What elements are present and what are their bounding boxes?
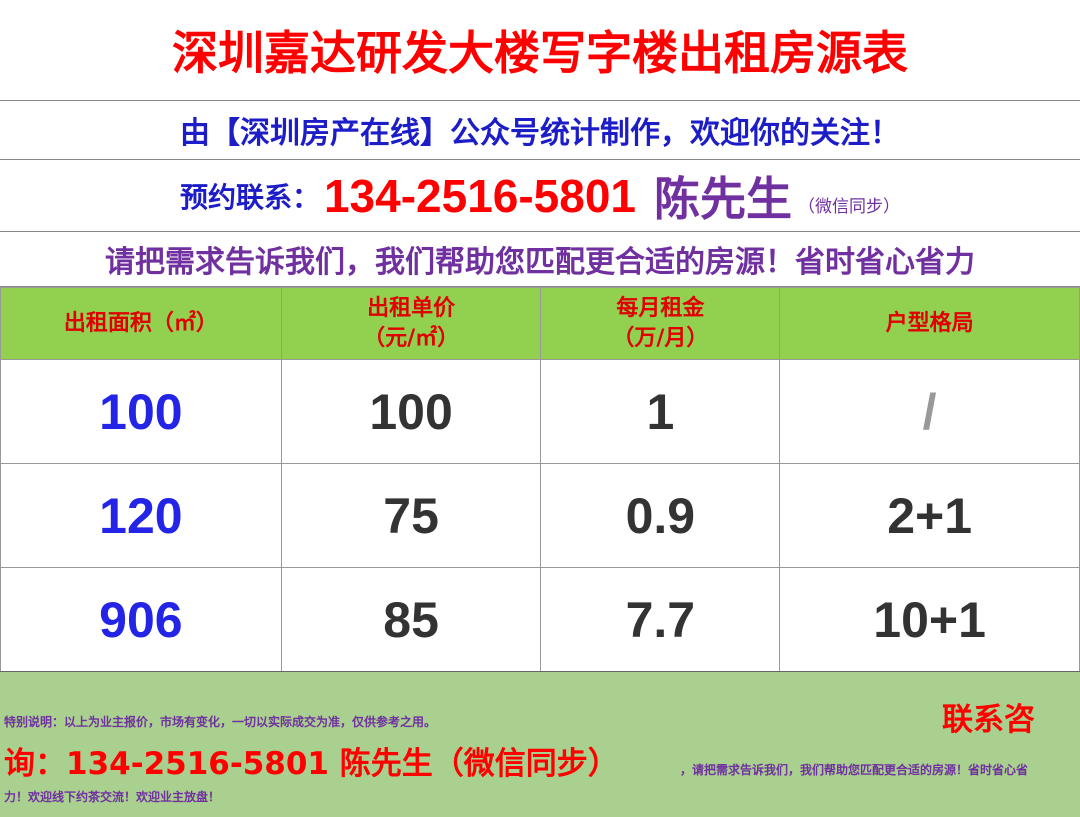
footer-note: 特别说明：以上为业主报价，市场有变化，一切以实际成交为准，仅供参考之用。 xyxy=(4,715,437,729)
table-cell: 100 xyxy=(280,359,542,464)
subtitle: 由【深圳房产在线】公众号统计制作，欢迎你的关注！ xyxy=(0,101,1080,160)
table-cell: 120 xyxy=(0,463,282,568)
column-header: 户型格局 xyxy=(779,287,1080,360)
listing-table: 出租面积（㎡） 出租单价 （元/㎡） 每月租金 （万/月） 户型格局 100 100 1/12… xyxy=(0,287,1080,672)
column-header-text: 出租单价 xyxy=(367,295,456,321)
footer-contact-label: 联系咨 xyxy=(942,702,1035,738)
contact-label: 预约联系： xyxy=(179,180,320,214)
column-header-text: 每月租金 xyxy=(616,295,705,321)
table-row: 120 75 0.9 2+1 xyxy=(0,463,1080,568)
contact-phone: 134-2516-5801 xyxy=(323,169,637,222)
table-cell: 10+1 xyxy=(779,567,1080,672)
column-header-text: 户型格局 xyxy=(885,310,974,336)
table-row: 100 100 1/ xyxy=(0,359,1080,464)
table-cell: 906 xyxy=(0,567,282,672)
table-cell: 0.9 xyxy=(540,463,781,568)
column-header: 每月租金 （万/月） xyxy=(540,287,781,360)
column-header: 出租面积（㎡） xyxy=(0,287,282,360)
contact-line: 预约联系： 134-2516-5801 陈先生 （微信同步） xyxy=(0,160,1080,232)
table-cell: / xyxy=(779,359,1080,464)
table-row: 906 85 7.7 10+1 xyxy=(0,567,1080,672)
table-cell: 1 xyxy=(540,359,781,464)
table-header-row: 出租面积（㎡） 出租单价 （元/㎡） 每月租金 （万/月） 户型格局 xyxy=(0,287,1080,360)
column-header-text: （元/㎡） xyxy=(363,325,460,351)
slogan: 请把需求告诉我们，我们帮助您匹配更合适的房源！省时省心省力 xyxy=(0,232,1080,287)
table-cell: 100 xyxy=(0,359,282,464)
column-header: 出租单价 （元/㎡） xyxy=(280,287,542,360)
table-cell: 85 xyxy=(280,567,542,672)
column-header-text: （万/月） xyxy=(612,325,709,351)
table-cell: 2+1 xyxy=(779,463,1080,568)
table-cell: 7.7 xyxy=(540,567,781,672)
contact-name: 陈先生 xyxy=(654,171,793,226)
footer-contact-line: 询：134-2516-5801 陈先生（微信同步） xyxy=(4,746,619,782)
wechat-note: （微信同步） xyxy=(798,197,901,217)
footer-tail-2: 力！欢迎线下约茶交流！欢迎业主放盘！ xyxy=(4,790,221,804)
page-title: 深圳嘉达研发大楼写字楼出租房源表 xyxy=(0,0,1080,101)
footer-tail-1: ，请把需求告诉我们，我们帮助您匹配更合适的房源！省时省心省 xyxy=(680,763,1029,777)
column-header-text: 出租面积（㎡） xyxy=(63,310,218,336)
footer: 联系咨 特别说明：以上为业主报价，市场有变化，一切以实际成交为准，仅供参考之用。… xyxy=(0,671,1080,817)
table-cell: 75 xyxy=(280,463,542,568)
